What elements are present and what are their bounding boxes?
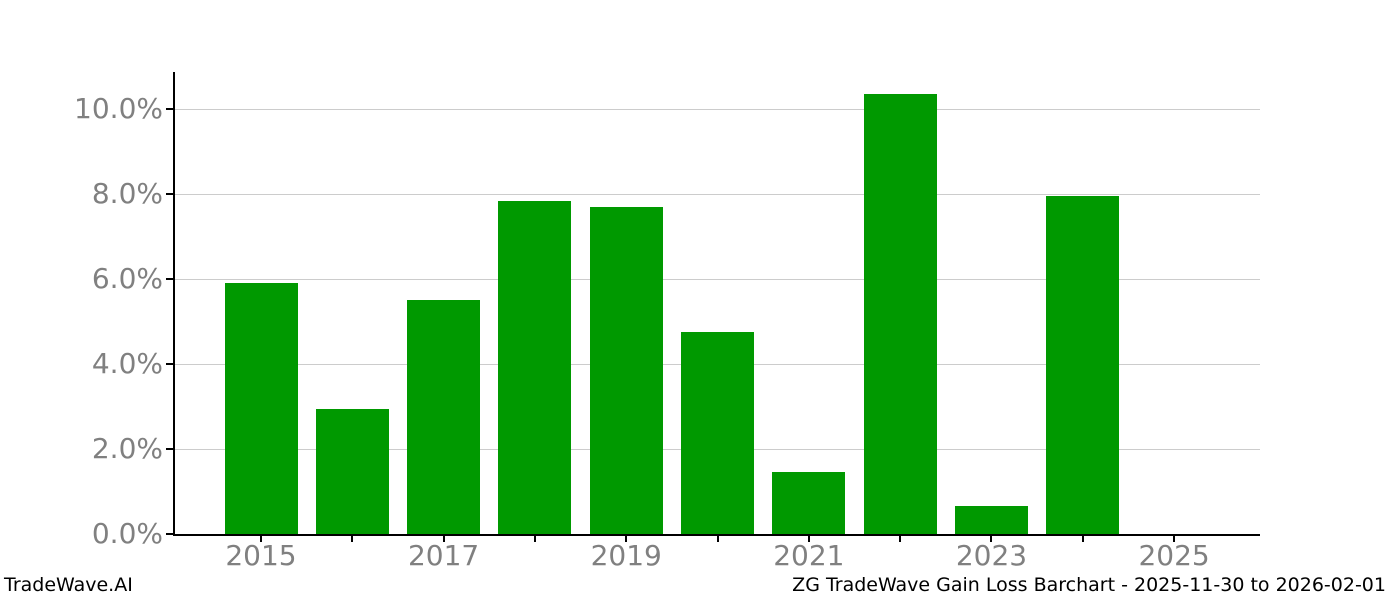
x-tick-2020 [716, 536, 719, 542]
bar-2021 [772, 472, 846, 534]
bar-2022 [863, 94, 937, 534]
y-tick-label-0.0%: 0.0% [91, 517, 163, 550]
x-axis-spine [173, 534, 1260, 536]
x-tick-label-2019: 2019 [590, 539, 662, 572]
gridline-6.0% [175, 279, 1260, 281]
x-tick-label-2017: 2017 [407, 539, 480, 572]
gridline-8.0% [175, 194, 1260, 196]
x-tick-2025 [1173, 536, 1176, 542]
bar-2017 [407, 299, 481, 534]
x-tick-2024 [1081, 536, 1084, 542]
x-tick-2021 [807, 536, 810, 542]
bar-2015 [224, 283, 298, 534]
x-tick-label-2015: 2015 [225, 539, 297, 572]
bar-2019 [589, 206, 663, 534]
y-tick-4.0% [166, 363, 173, 366]
plot-area [175, 72, 1260, 534]
x-tick-2023 [990, 536, 993, 542]
x-tick-2015 [260, 536, 262, 542]
y-tick-6.0% [166, 278, 173, 281]
bar-2024 [1046, 195, 1120, 534]
bar-2016 [315, 408, 389, 534]
y-tick-2.0% [166, 448, 173, 451]
chart-title: ZG TradeWave Gain Loss Barchart - 2025-1… [792, 574, 1386, 596]
y-tick-8.0% [166, 193, 173, 196]
x-tick-label-2021: 2021 [773, 539, 845, 572]
x-tick-label-2025: 2025 [1138, 539, 1210, 572]
gridline-10.0% [175, 109, 1260, 111]
bar-2023 [954, 505, 1028, 534]
y-tick-10.0% [166, 108, 173, 111]
y-tick-label-8.0%: 8.0% [91, 177, 163, 211]
y-tick-label-6.0%: 6.0% [91, 262, 163, 296]
y-tick-0.0% [166, 533, 173, 535]
y-axis-spine [173, 72, 175, 536]
x-tick-2022 [899, 536, 902, 542]
x-tick-2017 [442, 536, 445, 542]
y-tick-label-2.0%: 2.0% [91, 432, 163, 466]
footer-brand: TradeWave.AI [4, 574, 133, 596]
y-tick-label-4.0%: 4.0% [91, 347, 163, 381]
bar-2020 [681, 331, 755, 534]
x-tick-2018 [533, 536, 536, 542]
x-tick-label-2023: 2023 [955, 539, 1028, 572]
x-tick-2016 [351, 536, 354, 542]
x-tick-2019 [625, 536, 628, 542]
y-tick-label-10.0%: 10.0% [74, 92, 163, 126]
bar-2018 [498, 200, 572, 534]
